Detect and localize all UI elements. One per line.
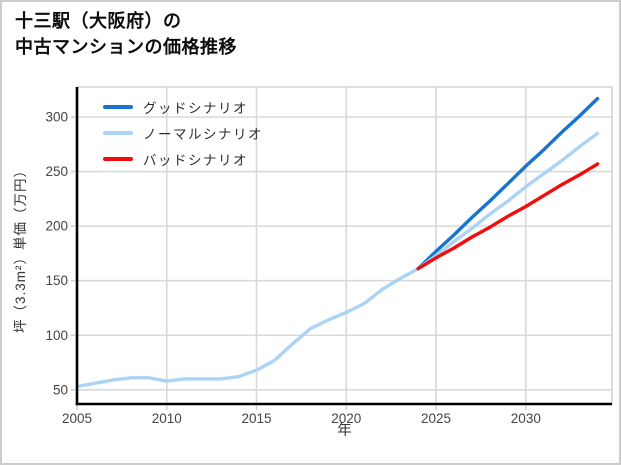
x-tick-label-2005: 2005: [62, 411, 92, 426]
series-line-1: [75, 131, 600, 389]
x-tick-label-2010: 2010: [152, 411, 182, 426]
y-tick-label-50: 50: [53, 382, 68, 397]
bad-scenario-line-swatch: [103, 157, 133, 161]
chart-title-line2: 中古マンションの価格推移: [15, 37, 237, 57]
legend-item-good: グッドシナリオ: [103, 94, 263, 120]
x-axis-label: 年: [337, 423, 352, 439]
y-axis-label: 坪（3.3m²）単価（万円）: [13, 163, 28, 334]
legend-label-bad: バッドシナリオ: [143, 153, 248, 168]
y-tick-label-150: 150: [45, 273, 68, 288]
chart-title: 十三駅（大阪府）の 中古マンションの価格推移: [15, 8, 237, 60]
x-tick-label-2015: 2015: [242, 411, 272, 426]
series-line-2: [416, 162, 600, 271]
x-tick-label-2030: 2030: [511, 411, 541, 426]
legend-item-normal: ノーマルシナリオ: [103, 120, 263, 146]
series-line-0: [416, 96, 600, 271]
chart-title-line1: 十三駅（大阪府）の: [15, 11, 182, 31]
y-tick-label-250: 250: [45, 164, 68, 179]
legend-label-normal: ノーマルシナリオ: [143, 127, 263, 142]
good-scenario-line-swatch: [103, 105, 133, 109]
x-tick-label-2025: 2025: [421, 411, 451, 426]
x-tick-label-2020: 2020: [331, 411, 361, 426]
chart-legend: グッドシナリオ ノーマルシナリオ バッドシナリオ: [103, 94, 263, 172]
y-tick-label-200: 200: [45, 219, 68, 234]
normal-scenario-line-swatch: [103, 131, 133, 135]
legend-label-good: グッドシナリオ: [143, 101, 248, 116]
y-tick-label-100: 100: [45, 328, 68, 343]
legend-item-bad: バッドシナリオ: [103, 146, 263, 172]
y-tick-label-300: 300: [45, 110, 68, 125]
